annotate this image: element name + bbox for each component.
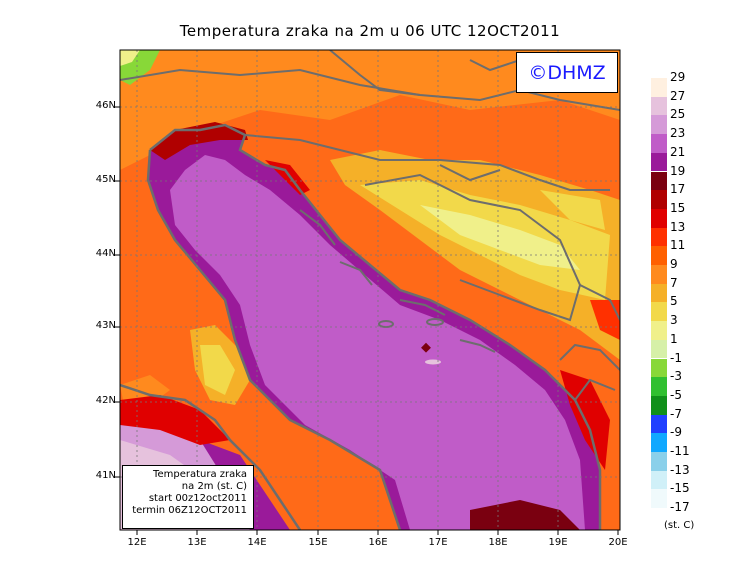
map-fields [120,50,620,530]
legend-color-box [651,78,667,97]
legend-color-box [651,134,667,153]
legend-color-box [651,358,667,378]
info-line: na 2m (st. C) [181,481,247,492]
lon-label: 19E [548,537,568,548]
map-title: Temperatura zraka na 2m u 06 UTC 12OCT20… [179,22,561,40]
legend-label: 19 [670,163,686,178]
legend-label: -9 [670,425,682,440]
lon-label: 20E [608,537,628,548]
legend-color-box [651,302,667,322]
lat-label: 46N [95,100,116,111]
lat-label: 42N [95,395,116,406]
info-box: Temperatura zraka na 2m (st. C) start 00… [122,465,254,529]
lon-label: 18E [488,537,508,548]
lat-label: 41N [95,470,116,481]
legend-label: 17 [670,182,686,197]
lon-label: 12E [127,537,147,548]
info-line: termin 06Z12OCT2011 [132,505,247,516]
legend-color-box [651,489,667,509]
legend-label: -15 [670,481,690,496]
adriatic-sea [170,155,585,530]
legend-color-box [651,208,667,228]
legend-label: -13 [670,462,690,477]
legend-label: 15 [670,200,686,215]
lon-label: 14E [247,537,267,548]
legend-color-box [651,227,667,247]
axis-ticks [115,106,619,535]
legend-color-box [651,96,667,116]
country-borders [120,50,620,401]
legend-label: 21 [670,144,686,159]
legend-label: 11 [670,238,686,253]
map-frame [119,49,621,531]
legend-label: 1 [670,331,678,346]
alps-field [120,50,620,170]
legend-label: 7 [670,275,678,290]
legend-color-box [651,283,667,303]
legend-label: 5 [670,294,678,309]
legend-color-box [651,339,667,359]
legend-color-box [651,321,667,340]
lon-label: 13E [187,537,207,548]
legend-color-box [651,265,667,284]
legend-label: 13 [670,219,686,234]
legend-unit: (st. C) [664,520,695,531]
legend-label: 9 [670,257,678,271]
lon-label: 15E [308,537,328,548]
legend-label: -11 [670,444,690,458]
legend-label: -5 [670,387,682,402]
legend-color-box [651,433,667,452]
legend-label: -17 [670,500,690,515]
italy-coastline [146,149,402,530]
legend-color-box [651,470,667,490]
legend-color-box [651,190,667,209]
lon-label: 16E [368,537,388,548]
legend-color-box [651,452,667,471]
legend-color-box [651,377,667,396]
lat-label: 45N [95,174,116,185]
lon-label: 17E [428,537,448,548]
info-line: Temperatura zraka [153,469,247,480]
legend-color-box [651,152,667,172]
legend-label: -1 [670,350,682,365]
legend-label: -7 [670,406,682,421]
lat-label: 44N [95,248,116,259]
legend-label: 25 [670,107,686,122]
legend-color-box [651,395,667,415]
legend-label: -3 [670,369,682,384]
legend-color-box [651,414,667,434]
legend-color-box [651,171,667,191]
coastline [149,123,602,530]
legend-color-box [651,246,667,265]
lat-label: 43N [95,320,116,331]
graticule [120,50,620,530]
legend-label: 23 [670,126,686,141]
legend-label: 27 [670,88,686,103]
legend-label: 29 [670,70,686,84]
legend-label: 3 [670,313,678,328]
dhmz-logo: ©DHMZ [516,52,618,93]
legend-color-box [651,115,667,135]
info-line: start 00z12oct2011 [148,493,247,504]
